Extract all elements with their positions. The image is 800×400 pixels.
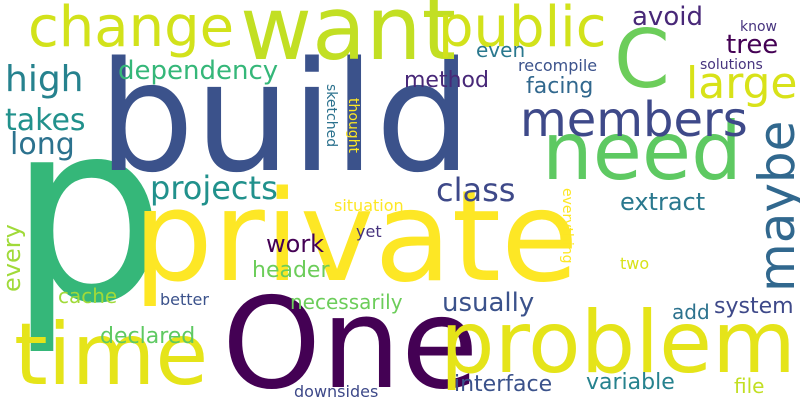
word-need: need <box>542 105 742 198</box>
word-interface: interface <box>454 372 553 397</box>
word-variable: variable <box>586 370 675 395</box>
word-necessarily: necessarily <box>290 290 403 314</box>
word-avoid: avoid <box>632 2 703 32</box>
word-maybe: maybe <box>748 120 800 292</box>
word-method: method <box>404 68 489 93</box>
word-p: p <box>8 67 167 358</box>
word-want: want <box>240 0 457 80</box>
word-every: every <box>0 224 26 292</box>
word-tree: tree <box>726 30 779 60</box>
word-better: better <box>160 290 209 309</box>
word-two: two <box>620 254 650 273</box>
word-takes: takes <box>5 103 86 138</box>
word-cache: cache <box>58 284 118 308</box>
word-header: header <box>252 258 330 283</box>
word-thought: thought <box>345 98 361 154</box>
word-yet: yet <box>356 222 382 241</box>
word-work: work <box>266 230 325 258</box>
word-solutions: solutions <box>700 57 763 73</box>
word-c: C <box>614 13 670 106</box>
word-change: change <box>28 0 235 60</box>
word-members: members <box>520 92 748 148</box>
word-situation: situation <box>334 196 404 215</box>
word-know: know <box>740 19 777 35</box>
word-file: file <box>734 374 765 398</box>
word-build: build <box>98 29 472 206</box>
word-problem: problem <box>440 293 796 393</box>
word-declared: declared <box>100 324 196 349</box>
word-everything: everything <box>559 188 575 264</box>
word-class: class <box>436 171 516 209</box>
word-high: high <box>5 59 84 100</box>
word-add: add <box>672 300 710 324</box>
word-projects: projects <box>150 169 278 207</box>
word-private: private <box>133 163 579 310</box>
word-public: public <box>438 0 607 60</box>
word-sketched: sketched <box>323 84 339 148</box>
word-extract: extract <box>620 188 706 216</box>
word-long: long <box>10 127 75 162</box>
word-one: One <box>222 270 479 400</box>
word-downsides: downsides <box>294 382 379 400</box>
word-time: time <box>14 305 209 400</box>
word-dependency: dependency <box>118 56 279 86</box>
word-system: system <box>714 294 794 319</box>
word-even: even <box>476 38 526 62</box>
word-usually: usually <box>442 288 535 318</box>
word-facing: facing <box>526 74 594 99</box>
word-large: large <box>686 58 798 109</box>
word-recompile: recompile <box>518 56 598 75</box>
